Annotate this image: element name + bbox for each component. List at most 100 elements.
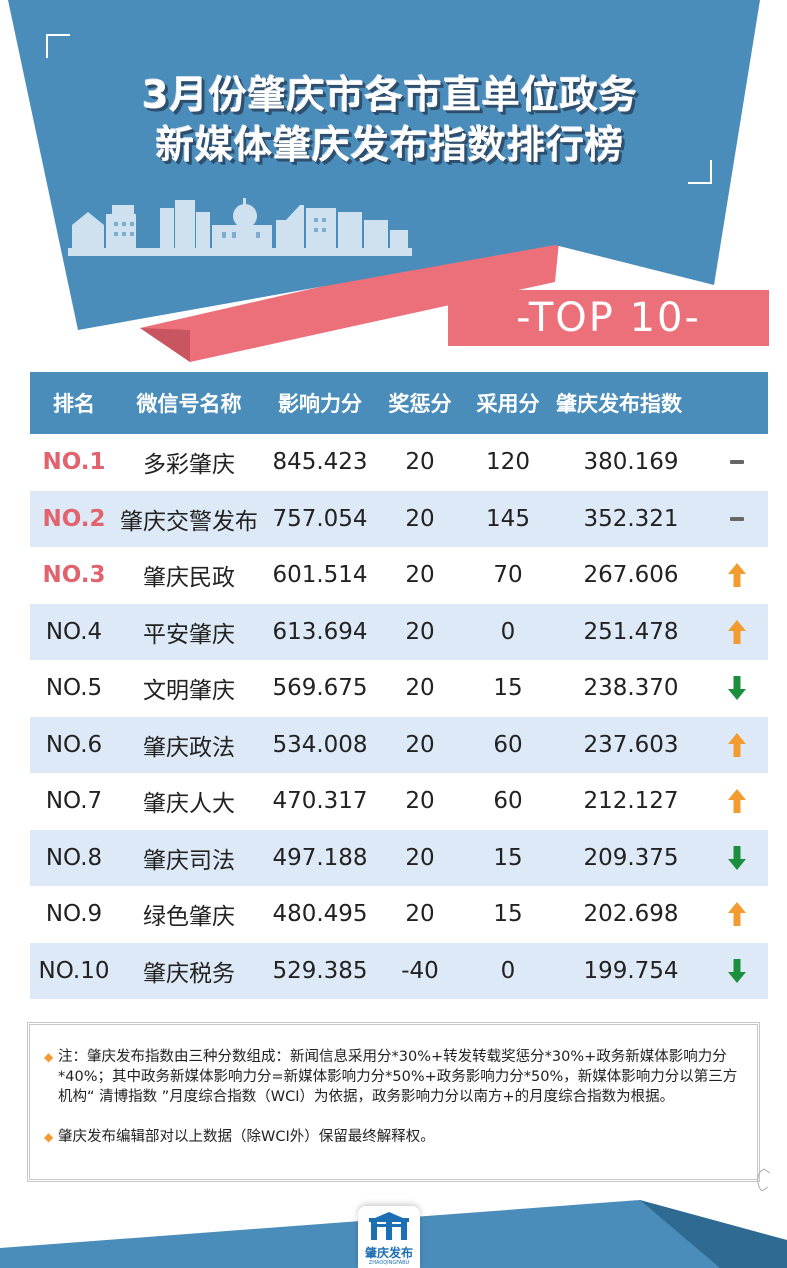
notes-box: ◆ 注：肇庆发布指数由三种分数组成：新闻信息采用分*30%+转发转载奖惩分*30%…	[27, 1022, 760, 1182]
influence-cell: 470.317	[272, 788, 368, 815]
index-cell: 199.754	[583, 957, 679, 984]
trend-down-arrow-icon	[706, 845, 768, 871]
rank-cell: NO.4	[45, 618, 103, 645]
trend-flat-icon	[706, 516, 768, 521]
adopt-cell: 120	[486, 449, 530, 476]
influence-cell: 534.008	[272, 731, 368, 758]
header-reward: 奖惩分	[388, 392, 452, 416]
adopt-cell: 15	[493, 844, 523, 871]
table-row: NO.7 肇庆人大 470.317 20 60 212.127	[30, 773, 768, 830]
adopt-cell: 145	[486, 505, 530, 532]
logo-subtext: ZHAOQINGFABU	[368, 1260, 410, 1266]
influence-cell: 613.694	[272, 618, 368, 645]
reward-cell: 20	[405, 449, 435, 476]
account-name-cell: 平安肇庆	[143, 621, 235, 648]
trend-up-arrow-icon	[706, 901, 768, 927]
reward-cell: 20	[405, 675, 435, 702]
rank-cell: NO.7	[45, 788, 103, 815]
zhaoqing-fabu-logo: 肇庆发布 ZHAOQINGFABU	[358, 1206, 420, 1268]
note-item: ◆ 肇庆发布编辑部对以上数据（除WCI外）保留最终解释权。	[44, 1127, 743, 1147]
reward-cell: 20	[405, 618, 435, 645]
account-name-cell: 肇庆税务	[143, 960, 235, 987]
reward-cell: 20	[405, 844, 435, 871]
adopt-cell: 60	[493, 788, 523, 815]
rank-cell: NO.9	[45, 901, 103, 928]
account-name-cell: 肇庆人大	[143, 791, 235, 818]
table-row: NO.9 绿色肇庆 480.495 20 15 202.698	[30, 886, 768, 943]
table-header: 排名 微信号名称 影响力分 奖惩分 采用分 肇庆发布指数	[30, 372, 768, 434]
page-title: 3月份肇庆市各市直单位政务 新媒体肇庆发布指数排行榜	[60, 70, 720, 170]
index-cell: 209.375	[583, 844, 679, 871]
index-cell: 237.603	[583, 731, 679, 758]
trend-down-arrow-icon	[706, 675, 768, 701]
header-index: 肇庆发布指数	[556, 392, 682, 416]
table-row: NO.8 肇庆司法 497.188 20 15 209.375	[30, 829, 768, 886]
diamond-bullet-icon: ◆	[44, 1050, 54, 1064]
influence-cell: 569.675	[272, 675, 368, 702]
trend-up-arrow-icon	[706, 732, 768, 758]
header-influence: 影响力分	[278, 392, 362, 416]
account-name-cell: 肇庆政法	[143, 734, 235, 761]
index-cell: 380.169	[583, 449, 679, 476]
trend-down-arrow-icon	[706, 958, 768, 984]
influence-cell: 497.188	[272, 844, 368, 871]
table-row: NO.2 肇庆交警发布 757.054 20 145 352.321	[30, 490, 768, 547]
corner-bracket-bottom-right	[688, 160, 712, 184]
diamond-bullet-icon: ◆	[44, 1130, 54, 1144]
adopt-cell: 70	[493, 562, 523, 589]
trend-up-arrow-icon	[706, 619, 768, 645]
trend-up-arrow-icon	[706, 788, 768, 814]
rank-cell: NO.1	[42, 449, 106, 476]
city-skyline-icon	[68, 198, 412, 256]
trend-flat-icon	[706, 460, 768, 465]
reward-cell: 20	[405, 562, 435, 589]
adopt-cell: 15	[493, 675, 523, 702]
table-row: NO.4 平安肇庆 613.694 20 0 251.478	[30, 603, 768, 660]
ranking-table: 排名 微信号名称 影响力分 奖惩分 采用分 肇庆发布指数 NO.1 多彩肇庆 845…	[30, 372, 768, 999]
note-text-2: 肇庆发布编辑部对以上数据（除WCI外）保留最终解释权。	[58, 1129, 435, 1145]
rank-cell: NO.6	[45, 731, 103, 758]
reward-cell: -40	[401, 957, 439, 984]
account-name-cell: 肇庆司法	[143, 847, 235, 874]
corner-bracket-top-left	[46, 34, 70, 58]
note-text-1: 注：肇庆发布指数由三种分数组成：新闻信息采用分*30%+转发转载奖惩分*30%+…	[58, 1049, 738, 1105]
influence-cell: 529.385	[272, 957, 368, 984]
top10-badge: -TOP 10-	[448, 290, 769, 346]
archway-icon	[369, 1212, 409, 1240]
header-adopt: 采用分	[476, 392, 540, 416]
table-row: NO.10 肇庆税务 529.385 -40 0 199.754	[30, 942, 768, 999]
index-cell: 267.606	[583, 562, 679, 589]
title-line-2: 新媒体肇庆发布指数排行榜	[155, 123, 624, 167]
adopt-cell: 0	[500, 957, 516, 984]
note-item: ◆ 注：肇庆发布指数由三种分数组成：新闻信息采用分*30%+转发转载奖惩分*30%…	[44, 1047, 743, 1107]
reward-cell: 20	[405, 731, 435, 758]
header-banner	[8, 0, 760, 362]
account-name-cell: 肇庆交警发布	[120, 508, 258, 535]
banner-red-fold	[140, 232, 560, 362]
header-rank: 排名	[53, 392, 95, 416]
table-row: NO.5 文明肇庆 569.675 20 15 238.370	[30, 660, 768, 717]
influence-cell: 601.514	[272, 562, 368, 589]
reward-cell: 20	[405, 788, 435, 815]
table-row: NO.3 肇庆民政 601.514 20 70 267.606	[30, 547, 768, 604]
influence-cell: 757.054	[272, 505, 368, 532]
page-curl-icon	[757, 1168, 771, 1192]
trend-up-arrow-icon	[706, 562, 768, 588]
influence-cell: 845.423	[272, 449, 368, 476]
adopt-cell: 0	[500, 618, 516, 645]
account-name-cell: 肇庆民政	[143, 565, 235, 592]
reward-cell: 20	[405, 901, 435, 928]
rank-cell: NO.2	[42, 505, 106, 532]
account-name-cell: 绿色肇庆	[143, 904, 235, 931]
reward-cell: 20	[405, 505, 435, 532]
title-line-1: 3月份肇庆市各市直单位政务	[142, 73, 638, 117]
adopt-cell: 15	[493, 901, 523, 928]
header-account-name: 微信号名称	[136, 392, 242, 416]
table-body: NO.1 多彩肇庆 845.423 20 120 380.169 NO.2 肇庆交警发布 757…	[30, 434, 768, 999]
index-cell: 202.698	[583, 901, 679, 928]
logo-text: 肇庆发布	[364, 1246, 413, 1260]
index-cell: 238.370	[583, 675, 679, 702]
rank-cell: NO.10	[38, 957, 110, 984]
index-cell: 352.321	[583, 505, 679, 532]
table-row: NO.6 肇庆政法 534.008 20 60 237.603	[30, 716, 768, 773]
